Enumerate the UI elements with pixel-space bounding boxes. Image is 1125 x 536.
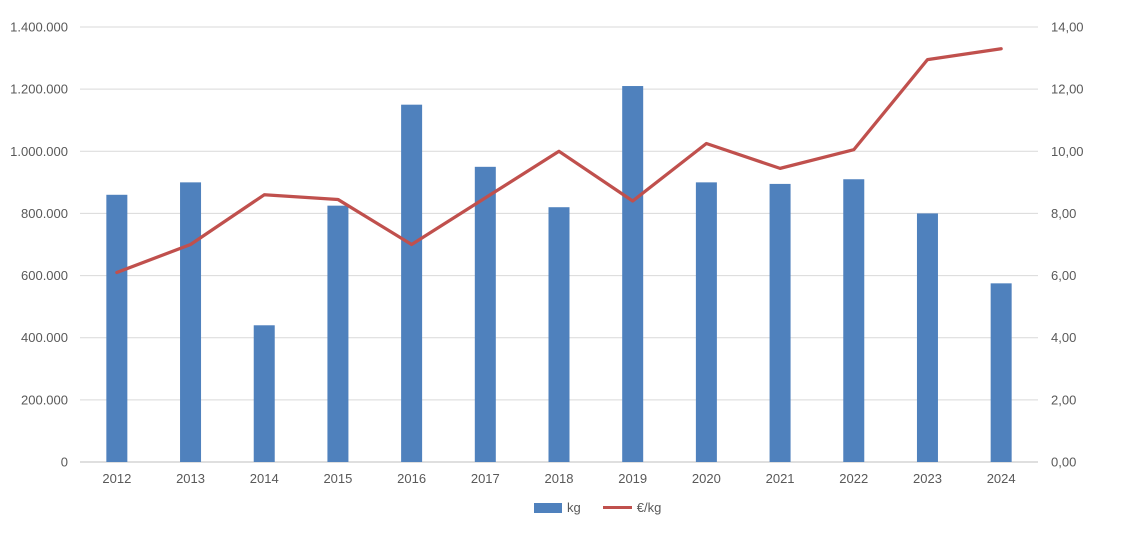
x-tick-label-2022: 2022 — [839, 471, 868, 486]
legend-item-kg: kg — [534, 500, 581, 515]
x-tick-label-2013: 2013 — [176, 471, 205, 486]
bar-2012 — [106, 194, 128, 463]
bar-2014 — [253, 325, 275, 462]
bar-2016 — [401, 104, 423, 462]
chart-legend: kg €/kg — [534, 500, 661, 515]
x-tick-label-2021: 2021 — [766, 471, 795, 486]
bar-2015 — [327, 205, 349, 463]
eur-per-kg-line-swatch-icon — [602, 505, 632, 510]
x-tick-label-2018: 2018 — [545, 471, 574, 486]
x-tick-label-2019: 2019 — [618, 471, 647, 486]
y-left-tick-label: 400.000 — [21, 330, 68, 345]
legend-item-eur-per-kg: €/kg — [602, 500, 662, 515]
y-left-tick-label: 200.000 — [21, 392, 68, 407]
y-left-tick-label: 0 — [61, 455, 68, 470]
bar-2018 — [548, 207, 570, 462]
bar-2020 — [695, 182, 717, 462]
bar-2017 — [474, 166, 496, 463]
legend-label-eur-per-kg: €/kg — [636, 500, 662, 515]
y-left-tick-label: 800.000 — [21, 206, 68, 221]
x-tick-label-2023: 2023 — [913, 471, 942, 486]
x-tick-label-2024: 2024 — [987, 471, 1016, 486]
x-tick-label-2014: 2014 — [250, 471, 279, 486]
bar-2024 — [990, 283, 1012, 462]
legend-label-kg: kg — [567, 500, 581, 515]
y-right-tick-label: 14,00 — [1051, 20, 1084, 35]
y-right-tick-label: 0,00 — [1051, 455, 1076, 470]
bar-2021 — [769, 183, 791, 463]
y-left-tick-label: 600.000 — [21, 268, 68, 283]
x-tick-label-2015: 2015 — [323, 471, 352, 486]
bar-2023 — [916, 213, 938, 462]
x-tick-label-2017: 2017 — [471, 471, 500, 486]
bar-2022 — [843, 179, 865, 462]
bar-2019 — [622, 86, 644, 463]
y-left-tick-label: 1.400.000 — [10, 20, 68, 35]
y-right-tick-label: 8,00 — [1051, 206, 1076, 221]
kg-bar-swatch-icon — [534, 502, 562, 513]
x-tick-label-2020: 2020 — [692, 471, 721, 486]
x-tick-label-2012: 2012 — [102, 471, 131, 486]
y-right-tick-label: 10,00 — [1051, 144, 1084, 159]
y-left-tick-label: 1.000.000 — [10, 144, 68, 159]
y-right-tick-label: 4,00 — [1051, 330, 1076, 345]
eur-per-kg-line-series — [115, 47, 1003, 275]
x-tick-label-2016: 2016 — [397, 471, 426, 486]
y-right-tick-label: 6,00 — [1051, 268, 1076, 283]
y-left-tick-label: 1.200.000 — [10, 82, 68, 97]
y-right-tick-label: 2,00 — [1051, 392, 1076, 407]
bar-2013 — [180, 182, 202, 462]
y-right-tick-label: 12,00 — [1051, 82, 1084, 97]
